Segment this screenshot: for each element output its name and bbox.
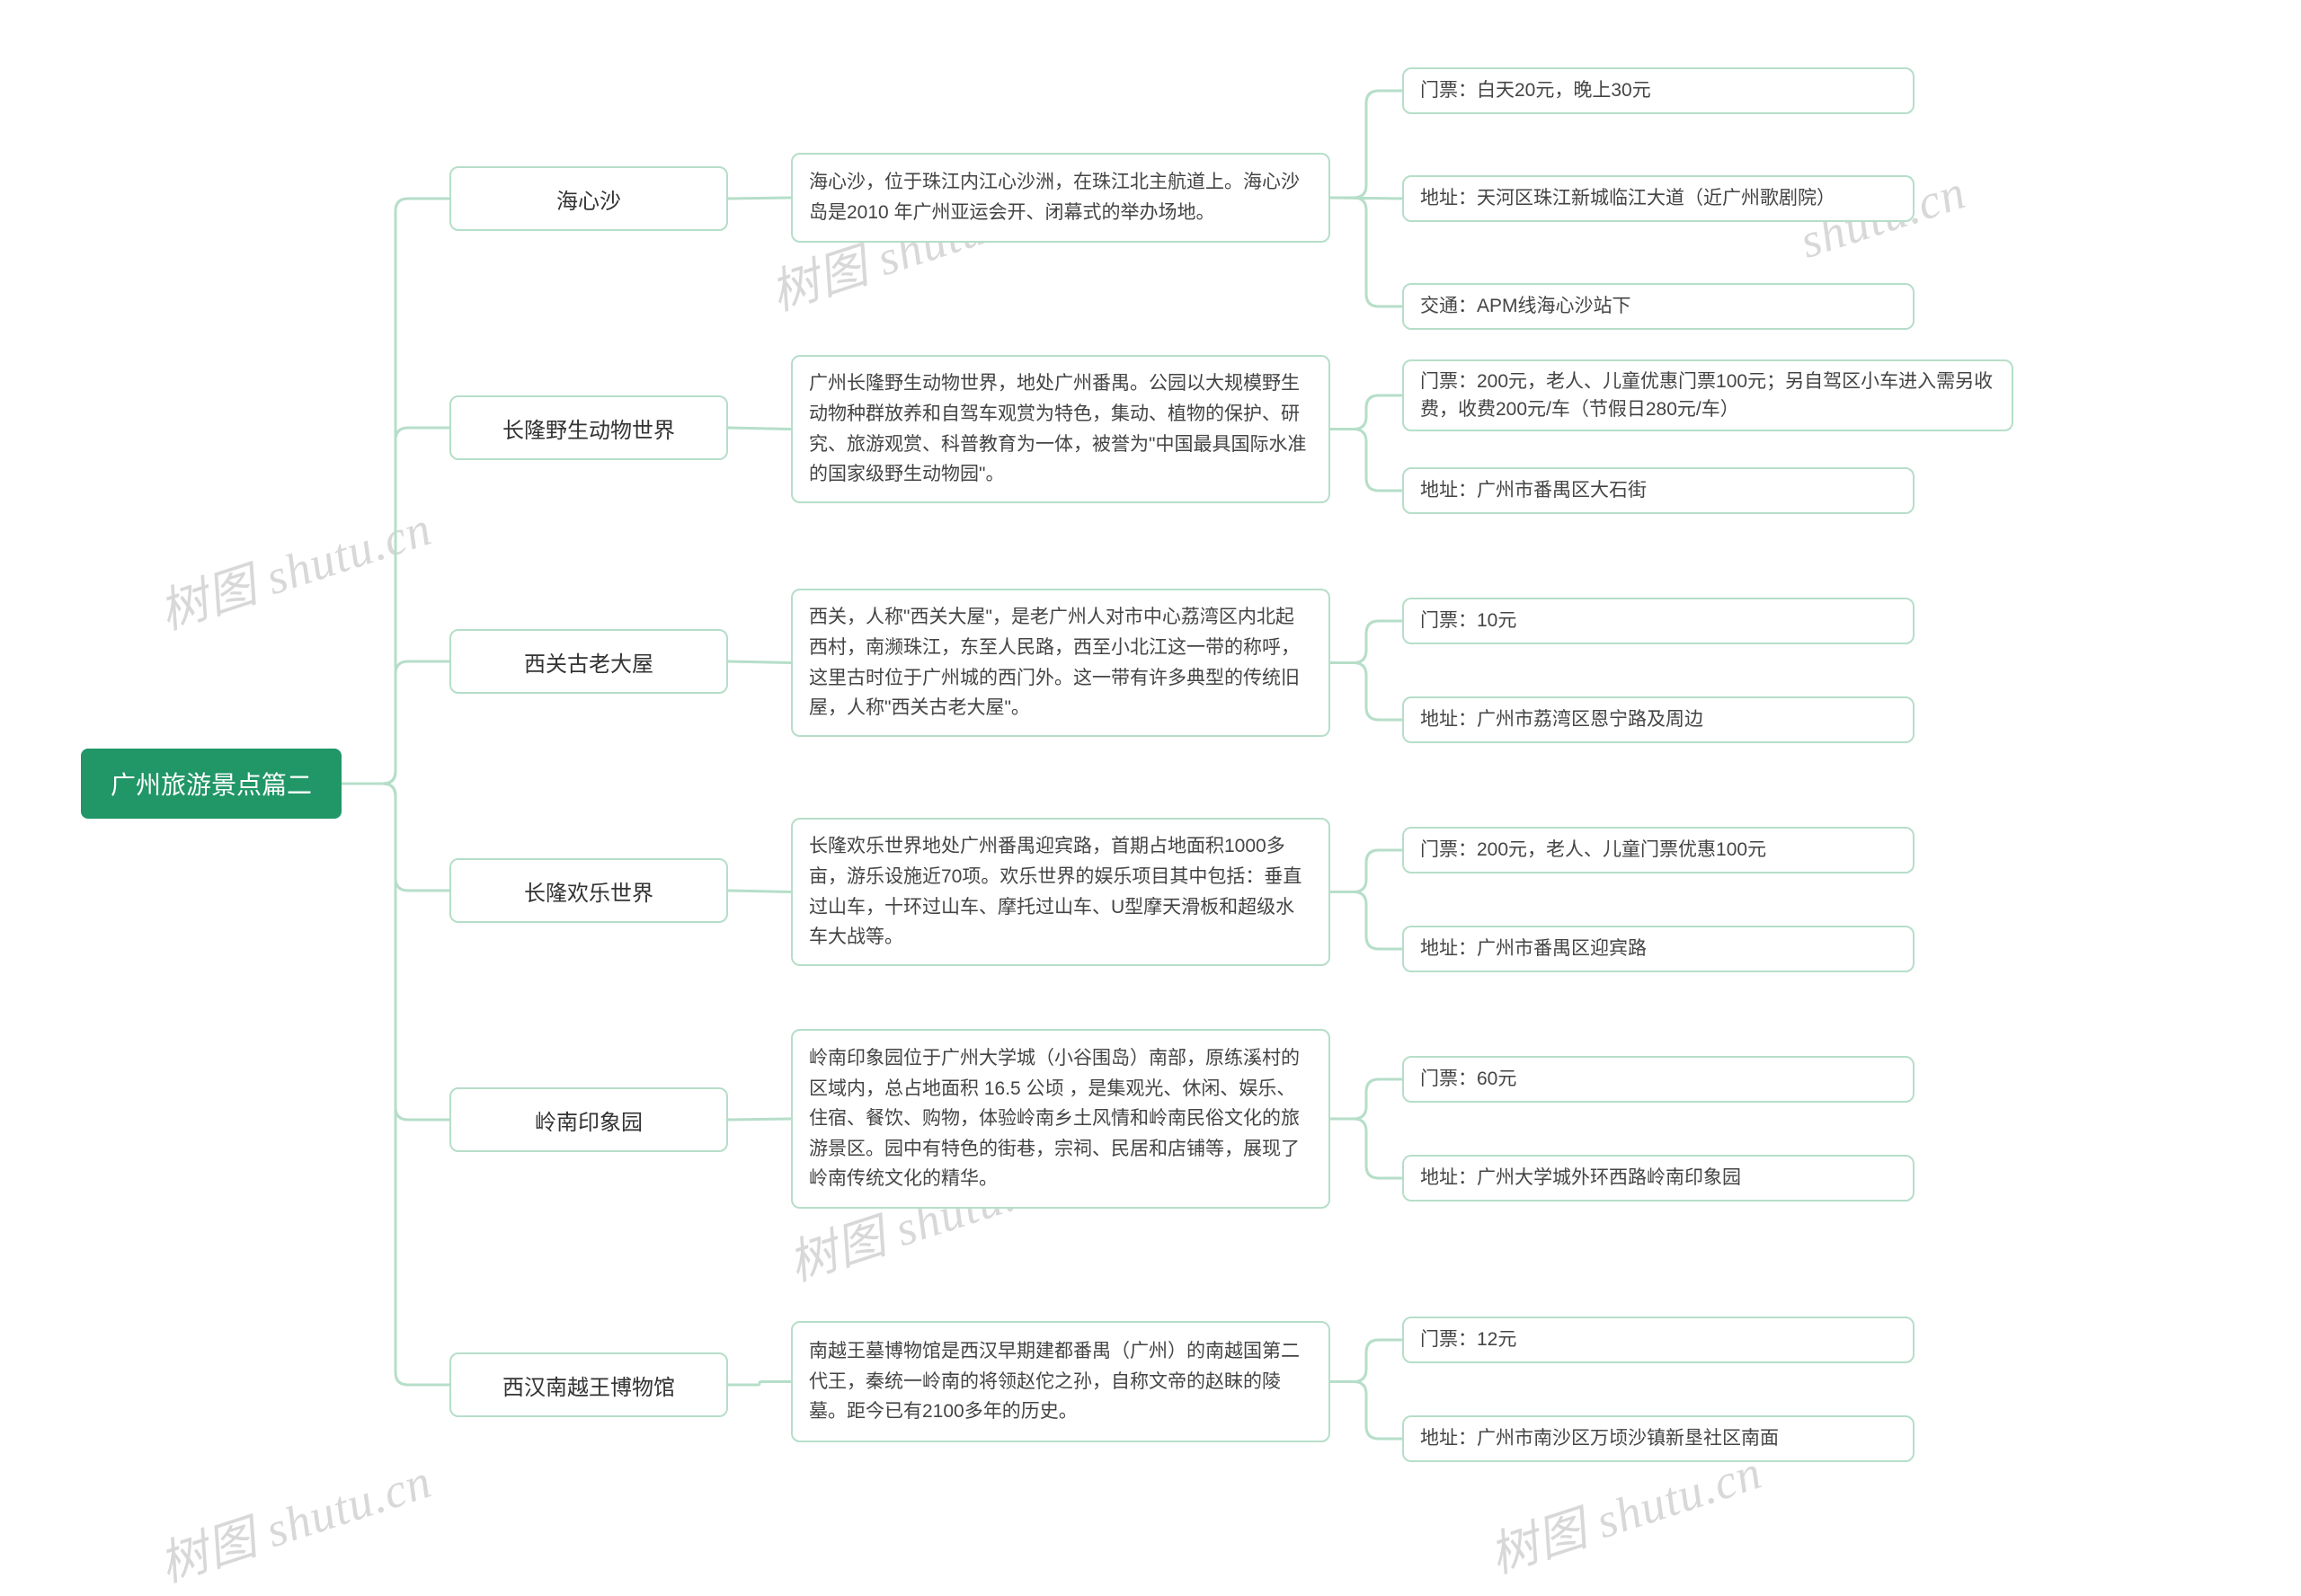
leaf-node: 交通：APM线海心沙站下 xyxy=(1402,283,1915,330)
desc-node: 西关，人称"西关大屋"，是老广州人对市中心荔湾区内北起西村，南濒珠江，东至人民路… xyxy=(791,589,1330,737)
leaf-node: 门票：12元 xyxy=(1402,1317,1915,1363)
leaf-node: 地址：广州市番禺区大石街 xyxy=(1402,467,1915,514)
leaf-node: 门票：10元 xyxy=(1402,598,1915,644)
leaf-node: 门票：60元 xyxy=(1402,1056,1915,1103)
desc-node: 海心沙，位于珠江内江心沙洲，在珠江北主航道上。海心沙岛是2010 年广州亚运会开… xyxy=(791,153,1330,243)
leaf-node: 地址：广州大学城外环西路岭南印象园 xyxy=(1402,1155,1915,1201)
desc-node: 岭南印象园位于广州大学城（小谷围岛）南部，原练溪村的区域内，总占地面积 16.5… xyxy=(791,1029,1330,1209)
leaf-node: 地址：广州市荔湾区恩宁路及周边 xyxy=(1402,696,1915,743)
leaf-node: 门票：200元，老人、儿童优惠门票100元；另自驾区小车进入需另收费，收费200… xyxy=(1402,359,2013,431)
leaf-node: 门票：白天20元，晚上30元 xyxy=(1402,67,1915,114)
branch-node: 长隆欢乐世界 xyxy=(449,858,728,923)
desc-node: 南越王墓博物馆是西汉早期建都番禺（广州）的南越国第二代王，秦统一岭南的将领赵佗之… xyxy=(791,1321,1330,1442)
branch-node: 西汉南越王博物馆 xyxy=(449,1352,728,1417)
root-node: 广州旅游景点篇二 xyxy=(81,749,342,819)
leaf-node: 地址：广州市南沙区万顷沙镇新垦社区南面 xyxy=(1402,1415,1915,1462)
branch-node: 西关古老大屋 xyxy=(449,629,728,694)
leaf-node: 地址：天河区珠江新城临江大道（近广州歌剧院） xyxy=(1402,175,1915,222)
desc-node: 长隆欢乐世界地处广州番禺迎宾路，首期占地面积1000多亩，游乐设施近70项。欢乐… xyxy=(791,818,1330,966)
desc-node: 广州长隆野生动物世界，地处广州番禺。公园以大规模野生动物种群放养和自驾车观赏为特… xyxy=(791,355,1330,503)
leaf-node: 门票：200元，老人、儿童门票优惠100元 xyxy=(1402,827,1915,873)
leaf-node: 地址：广州市番禺区迎宾路 xyxy=(1402,926,1915,972)
branch-node: 海心沙 xyxy=(449,166,728,231)
branch-node: 岭南印象园 xyxy=(449,1087,728,1152)
branch-node: 长隆野生动物世界 xyxy=(449,395,728,460)
